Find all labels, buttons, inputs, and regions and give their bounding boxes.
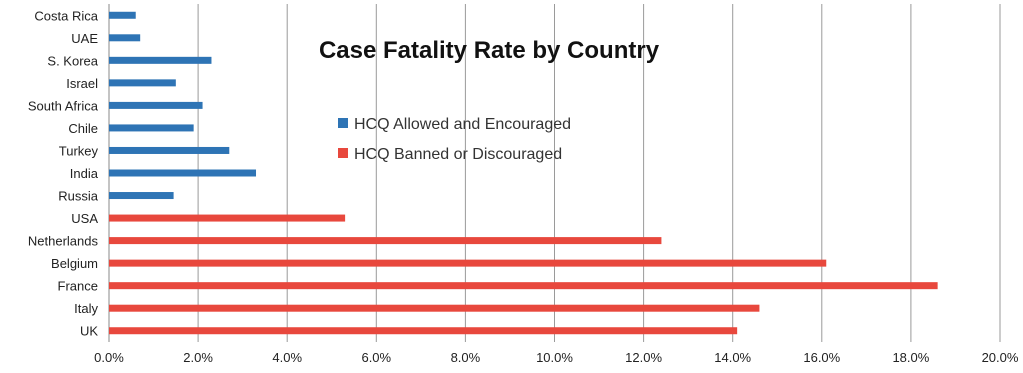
category-label: Italy: [74, 301, 98, 316]
bar: [109, 304, 760, 312]
category-label: India: [70, 166, 99, 181]
category-label: Turkey: [59, 143, 99, 158]
x-tick-label: 8.0%: [451, 350, 481, 365]
bar: [109, 101, 203, 109]
category-label: Chile: [68, 121, 98, 136]
legend-swatch-allowed: [338, 118, 348, 128]
legend-label-allowed: HCQ Allowed and Encouraged: [354, 116, 571, 133]
x-tick-label: 2.0%: [183, 350, 213, 365]
category-label: South Africa: [28, 98, 99, 113]
bar: [109, 79, 176, 87]
x-tick-label: 16.0%: [803, 350, 840, 365]
x-tick-label: 6.0%: [361, 350, 391, 365]
bar: [109, 146, 230, 154]
x-tick-label: 4.0%: [272, 350, 302, 365]
bar: [109, 11, 136, 19]
bar: [109, 169, 257, 177]
bar: [109, 282, 938, 290]
bar: [109, 56, 212, 64]
legend-swatch-banned: [338, 148, 348, 158]
category-label: UAE: [71, 31, 98, 46]
category-label: S. Korea: [47, 53, 98, 68]
category-label: UK: [80, 324, 98, 339]
legend-label-banned: HCQ Banned or Discouraged: [354, 146, 562, 163]
chart-title: Case Fatality Rate by Country: [319, 37, 660, 64]
category-label: Belgium: [51, 256, 98, 271]
bar: [109, 259, 827, 267]
bar: [109, 34, 141, 42]
category-label: USA: [71, 211, 98, 226]
bar: [109, 214, 346, 222]
bar: [109, 192, 174, 200]
category-label: Costa Rica: [34, 8, 98, 23]
category-label: Netherlands: [28, 234, 99, 249]
x-tick-label: 10.0%: [536, 350, 573, 365]
bars: [109, 11, 938, 335]
x-tick-labels: 0.0% 2.0% 4.0% 6.0% 8.0% 10.0% 12.0% 14.0% 16.0%…: [94, 350, 1019, 365]
x-tick-label: 20.0%: [982, 350, 1019, 365]
x-tick-label: 18.0%: [892, 350, 929, 365]
category-label: Israel: [66, 76, 98, 91]
bar: [109, 327, 738, 335]
x-tick-label: 0.0%: [94, 350, 124, 365]
category-label: Russia: [58, 189, 99, 204]
x-tick-label: 14.0%: [714, 350, 751, 365]
category-label: France: [58, 279, 98, 294]
bar: [109, 124, 194, 132]
bar: [109, 237, 662, 245]
category-labels: Costa Rica UAE S. Korea Israel South Africa C…: [28, 8, 99, 338]
legend: HCQ Allowed and Encouraged HCQ Banned or…: [338, 116, 571, 163]
x-tick-label: 12.0%: [625, 350, 662, 365]
